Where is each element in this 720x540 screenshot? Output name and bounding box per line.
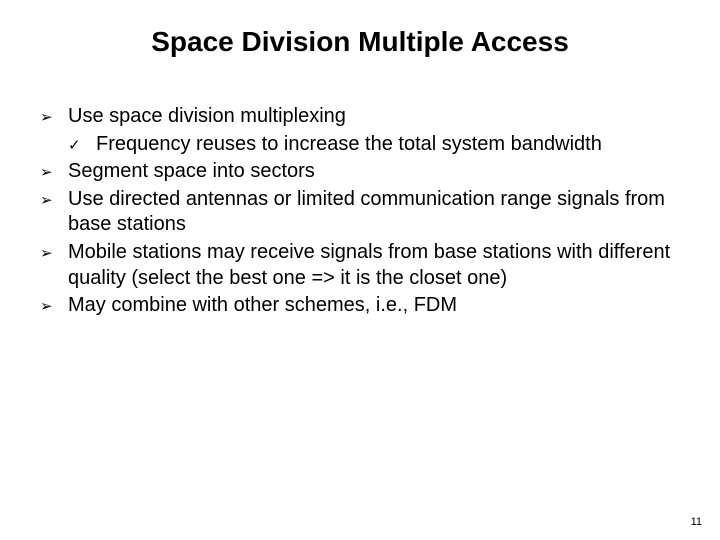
sub-list-item: ✓ Frequency reuses to increase the total… — [68, 132, 680, 158]
arrow-bullet-icon: ➢ — [40, 104, 68, 130]
list-item-text: Use directed antennas or limited communi… — [68, 187, 680, 238]
slide-title: Space Division Multiple Access — [0, 26, 720, 58]
list-item-text: Mobile stations may receive signals from… — [68, 240, 680, 291]
list-item-text: Use space division multiplexing — [68, 104, 680, 130]
arrow-bullet-icon: ➢ — [40, 240, 68, 291]
list-item: ➢ May combine with other schemes, i.e., … — [40, 293, 680, 319]
list-item-text: May combine with other schemes, i.e., FD… — [68, 293, 680, 319]
arrow-bullet-icon: ➢ — [40, 159, 68, 185]
page-number: 11 — [691, 516, 702, 528]
slide: Space Division Multiple Access ➢ Use spa… — [0, 0, 720, 540]
arrow-bullet-icon: ➢ — [40, 293, 68, 319]
check-bullet-icon: ✓ — [68, 132, 96, 158]
list-item: ➢ Use space division multiplexing — [40, 104, 680, 130]
list-item: ➢ Mobile stations may receive signals fr… — [40, 240, 680, 291]
sub-list-item-text: Frequency reuses to increase the total s… — [96, 132, 680, 158]
list-item-text: Segment space into sectors — [68, 159, 680, 185]
list-item: ➢ Use directed antennas or limited commu… — [40, 187, 680, 238]
list-item: ➢ Segment space into sectors — [40, 159, 680, 185]
slide-body: ➢ Use space division multiplexing ✓ Freq… — [40, 104, 680, 321]
arrow-bullet-icon: ➢ — [40, 187, 68, 238]
